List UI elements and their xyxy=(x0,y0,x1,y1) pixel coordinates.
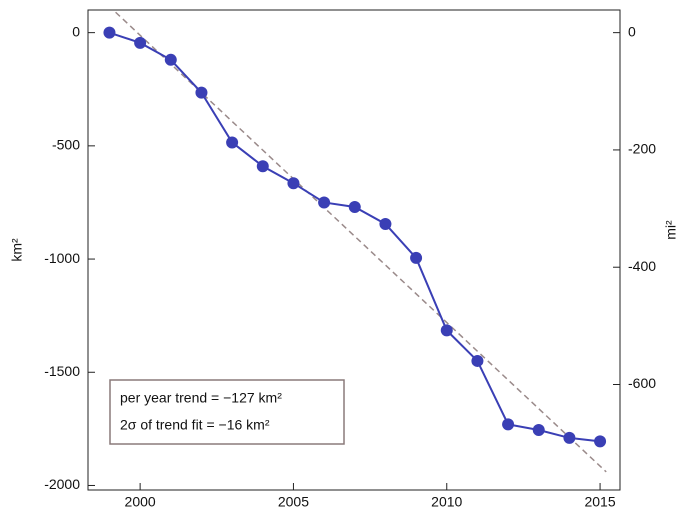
y-tick-label: -2000 xyxy=(44,476,80,492)
data-point xyxy=(287,177,300,190)
data-point xyxy=(348,200,361,213)
y2-tick-label: 0 xyxy=(628,23,636,39)
y-tick-label: -1000 xyxy=(44,250,80,266)
x-tick-label: 2000 xyxy=(125,494,156,510)
data-point xyxy=(594,435,607,448)
data-point xyxy=(134,36,147,49)
y2-tick-label: -200 xyxy=(628,141,656,157)
annotation-text: per year trend = −127 km² xyxy=(120,390,282,406)
y2-tick-label: -400 xyxy=(628,258,656,274)
y-axis-label: km² xyxy=(9,238,25,262)
y-tick-label: 0 xyxy=(72,23,80,39)
data-point xyxy=(502,418,515,431)
annotation-text: 2σ of trend fit = −16 km² xyxy=(120,417,270,433)
data-point xyxy=(471,354,484,367)
data-point xyxy=(195,86,208,99)
data-point xyxy=(379,217,392,230)
x-tick-label: 2015 xyxy=(584,494,615,510)
data-point xyxy=(226,136,239,149)
y2-axis-label: mi² xyxy=(663,220,679,240)
data-point xyxy=(410,251,423,264)
y-tick-label: -500 xyxy=(52,137,80,153)
data-point xyxy=(440,324,453,337)
data-point xyxy=(164,53,177,66)
y2-tick-label: -600 xyxy=(628,375,656,391)
data-point xyxy=(563,431,576,444)
x-tick-label: 2010 xyxy=(431,494,462,510)
y-tick-label: -1500 xyxy=(44,363,80,379)
data-point xyxy=(103,26,116,39)
data-point xyxy=(532,424,545,436)
annotation-box xyxy=(109,379,345,445)
plot-frame xyxy=(87,9,621,491)
x-tick-label: 2005 xyxy=(278,494,309,510)
data-point xyxy=(318,196,331,209)
data-point xyxy=(256,160,269,173)
